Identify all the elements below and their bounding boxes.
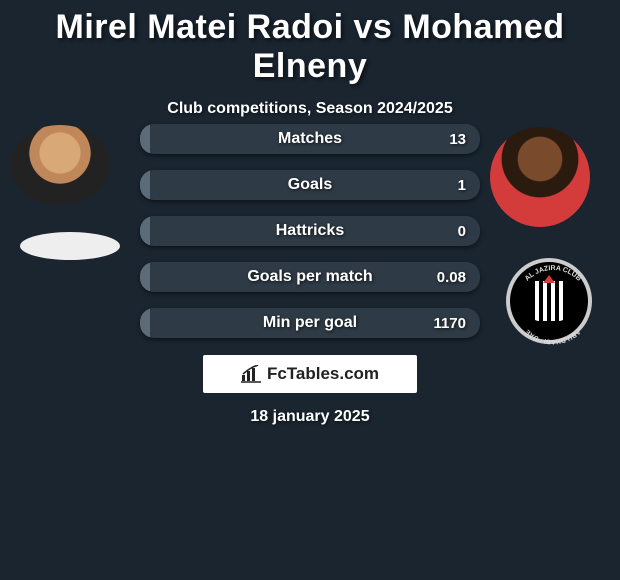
svg-text:ABU DHABI · UAE: ABU DHABI · UAE <box>524 327 582 345</box>
stat-row: Min per goal1170 <box>140 308 480 338</box>
stat-value-right: 1 <box>458 170 466 200</box>
stat-label: Goals <box>140 170 480 200</box>
chart-icon <box>241 365 261 383</box>
stat-row: Goals1 <box>140 170 480 200</box>
date-text: 18 january 2025 <box>0 408 620 426</box>
stat-label: Matches <box>140 124 480 154</box>
brand-text: FcTables.com <box>267 364 379 384</box>
player-left-club-logo <box>20 232 120 260</box>
player-right-club-logo: AL JAZIRA CLUB ABU DHABI · UAE <box>506 258 592 344</box>
player-left-avatar <box>10 125 110 205</box>
player-right-avatar <box>490 127 590 227</box>
stat-label: Hattricks <box>140 216 480 246</box>
stat-row: Matches13 <box>140 124 480 154</box>
stat-value-right: 0 <box>458 216 466 246</box>
stat-row: Hattricks0 <box>140 216 480 246</box>
brand-badge: FcTables.com <box>203 355 417 393</box>
stat-label: Min per goal <box>140 308 480 338</box>
stat-value-right: 0.08 <box>437 262 466 292</box>
stat-row: Goals per match0.08 <box>140 262 480 292</box>
page-title: Mirel Matei Radoi vs Mohamed Elneny <box>0 0 620 86</box>
page-subtitle: Club competitions, Season 2024/2025 <box>0 100 620 118</box>
stat-value-right: 1170 <box>433 308 466 338</box>
stats-list: Matches13 Goals1 Hattricks0 Goals per match… <box>140 124 480 354</box>
stat-value-right: 13 <box>449 124 466 154</box>
stat-label: Goals per match <box>140 262 480 292</box>
club-crest-icon <box>531 281 567 321</box>
